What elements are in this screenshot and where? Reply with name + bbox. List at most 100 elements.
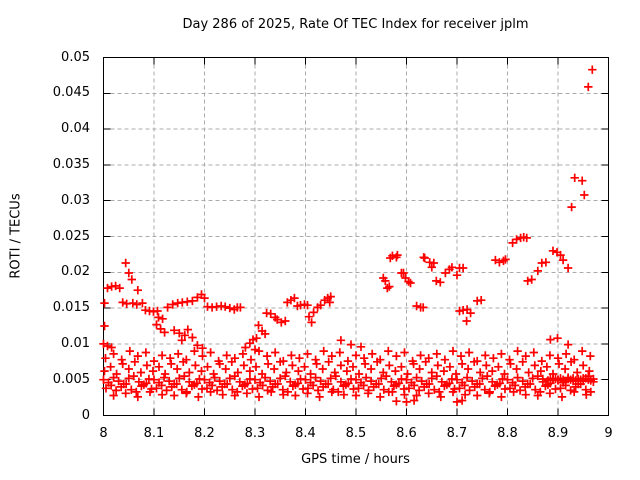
data-point-marker (118, 298, 127, 307)
data-point-marker (465, 386, 474, 395)
data-point-marker (268, 382, 277, 392)
y-tick-label: 0.03 (61, 192, 90, 208)
data-point-marker (582, 390, 591, 399)
data-point-marker (142, 379, 151, 388)
data-point-marker (387, 377, 396, 386)
data-point-marker (419, 303, 428, 312)
data-point-marker (158, 314, 167, 323)
data-point-marker (257, 369, 267, 379)
data-point-marker (541, 258, 551, 267)
data-point-marker (106, 362, 115, 371)
data-point-marker (488, 366, 497, 376)
data-point-marker (214, 356, 223, 366)
data-point-marker (200, 375, 209, 384)
data-point-marker (308, 381, 318, 390)
data-point-marker (430, 385, 439, 394)
data-point-marker (301, 375, 310, 384)
data-point-marker (152, 320, 161, 329)
data-point-marker (303, 301, 312, 310)
data-point-marker (402, 375, 411, 384)
data-point-marker (279, 356, 288, 366)
data-point-marker (157, 351, 167, 360)
data-point-marker (512, 235, 521, 244)
data-point-marker (473, 391, 482, 400)
data-point-marker (452, 397, 462, 407)
data-point-marker (385, 361, 394, 370)
data-point-marker (254, 321, 263, 330)
data-point-marker (356, 342, 366, 351)
data-point-marker (142, 361, 152, 370)
data-point-marker (570, 173, 579, 182)
data-point-marker (225, 303, 234, 313)
x-tick-label: 8.4 (295, 426, 316, 441)
data-point-marker (190, 346, 199, 356)
data-point-marker (266, 309, 275, 318)
data-point-marker (480, 385, 489, 394)
data-point-marker (420, 253, 429, 263)
data-point-marker (409, 381, 419, 390)
data-point-marker (586, 387, 595, 397)
data-point-marker (455, 384, 464, 393)
data-point-marker (342, 366, 352, 376)
data-point-marker (325, 298, 334, 307)
data-point-marker (129, 371, 138, 381)
data-point-marker (440, 355, 450, 364)
data-point-marker (518, 376, 527, 386)
data-point-marker (379, 385, 388, 394)
data-point-marker (103, 283, 112, 293)
data-point-marker (456, 351, 466, 361)
data-point-marker (238, 381, 247, 391)
data-point-marker (130, 357, 139, 366)
data-point-marker (115, 283, 124, 293)
data-point-marker (124, 374, 133, 383)
data-point-marker (363, 389, 373, 398)
data-point-marker (326, 292, 335, 301)
data-point-marker (243, 379, 252, 388)
data-point-marker (319, 346, 328, 356)
y-tick-label: 0.005 (52, 371, 90, 387)
data-point-marker (260, 329, 270, 339)
data-point-marker (463, 364, 473, 374)
data-point-marker (447, 263, 457, 272)
data-point-marker (488, 377, 497, 386)
data-point-marker (563, 340, 573, 349)
data-point-marker (409, 396, 419, 405)
data-point-marker (197, 366, 206, 376)
data-point-marker (311, 373, 320, 382)
data-point-marker (554, 359, 564, 369)
data-point-marker (128, 298, 137, 308)
data-point-marker (541, 381, 550, 391)
y-tick-label: 0.035 (52, 156, 90, 172)
data-point-marker (149, 375, 159, 384)
data-point-marker (136, 368, 146, 377)
data-point-marker (513, 346, 522, 356)
data-point-marker (132, 387, 141, 397)
data-point-marker (315, 392, 324, 402)
data-point-marker (241, 343, 250, 352)
data-point-marker (221, 302, 230, 311)
data-point-marker (303, 389, 312, 398)
data-point-marker (545, 389, 555, 398)
data-point-marker (198, 351, 207, 361)
data-point-marker (212, 386, 222, 395)
data-point-marker (294, 366, 303, 376)
data-point-marker (175, 374, 184, 383)
data-point-marker (291, 391, 300, 400)
data-point-marker (412, 373, 421, 382)
data-point-marker (270, 364, 279, 374)
data-point-marker (187, 381, 197, 391)
data-point-marker (414, 386, 424, 395)
data-point-marker (258, 381, 267, 390)
data-point-marker (545, 351, 555, 360)
data-point-marker (182, 389, 191, 398)
data-point-marker (157, 390, 167, 399)
data-point-marker (366, 376, 376, 386)
data-point-marker (235, 377, 244, 386)
data-point-marker (316, 301, 325, 310)
data-point-marker (460, 390, 470, 399)
data-point-marker (415, 364, 424, 374)
data-point-marker (445, 379, 454, 388)
data-point-marker (503, 375, 512, 384)
data-point-marker (527, 275, 536, 284)
